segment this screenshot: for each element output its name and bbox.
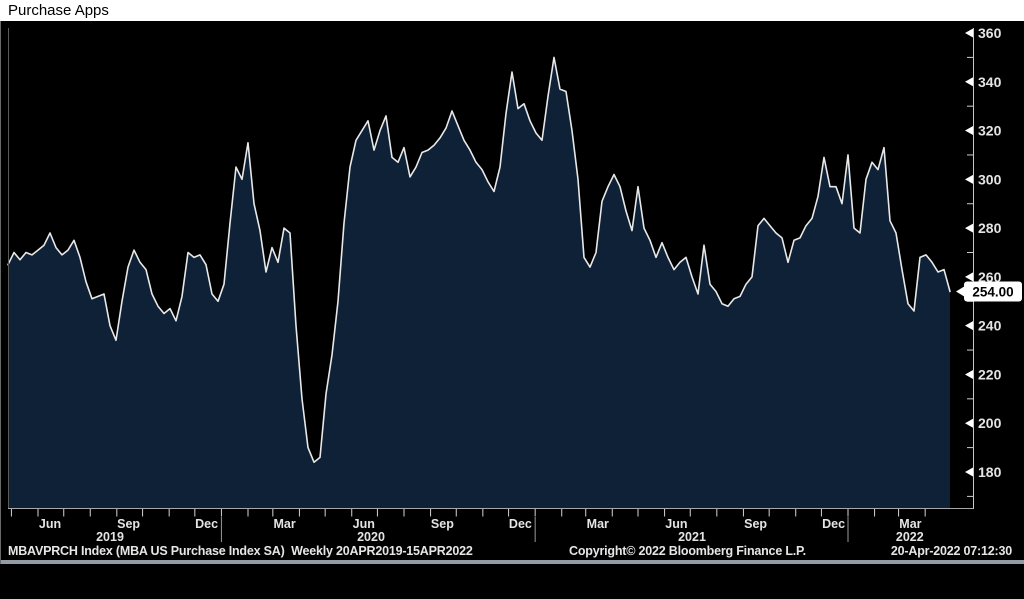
footer-ticker-info: MBAVPRCH Index (MBA US Purchase Index SA… xyxy=(8,544,473,558)
y-axis-label: 200 xyxy=(978,415,1002,431)
y-axis: 180 200 220 240 260 280 300 320 340 360 xyxy=(965,25,1002,497)
y-axis-label: 340 xyxy=(978,74,1002,90)
y-tick-arrow xyxy=(965,28,973,38)
x-axis-month-label: Mar xyxy=(273,517,295,531)
y-axis-label: 320 xyxy=(978,123,1002,139)
x-axis-year-label: 2020 xyxy=(357,530,385,544)
x-axis-month-label: Dec xyxy=(195,517,218,531)
y-tick-arrow xyxy=(965,77,973,87)
last-price-tag-arrow xyxy=(956,286,965,298)
y-tick-arrow xyxy=(965,272,973,282)
price-line xyxy=(7,56,951,463)
y-tick-arrow xyxy=(965,174,973,184)
x-axis-year-label: 2022 xyxy=(896,530,924,544)
x-axis-year-label: 2021 xyxy=(678,530,706,544)
y-tick-arrow xyxy=(965,418,973,428)
x-axis-month-label: Jun xyxy=(39,517,61,531)
window-left-edge xyxy=(0,21,1,564)
last-price-tag: 254.00 xyxy=(956,281,1022,302)
x-axis-month-label: Jun xyxy=(353,517,375,531)
y-tick-arrow xyxy=(965,126,973,136)
title-strip: Purchase Apps xyxy=(0,0,1024,21)
bloomberg-chart-window: { "title": "Purchase Apps", "last_value_… xyxy=(0,0,1024,564)
y-axis-label: 180 xyxy=(978,464,1002,480)
window-bottom-edge xyxy=(0,560,1024,564)
x-axis-month-label: Sep xyxy=(744,517,767,531)
area-fill xyxy=(8,57,950,509)
y-axis-label: 280 xyxy=(978,220,1002,236)
x-axis-month-label: Jun xyxy=(665,517,687,531)
x-axis-month-label: Dec xyxy=(822,517,845,531)
y-tick-arrow xyxy=(965,223,973,233)
x-axis-month-label: Mar xyxy=(587,517,609,531)
x-axis-month-label: Sep xyxy=(431,517,454,531)
x-axis-year-label: 2019 xyxy=(96,530,124,544)
x-axis-month-label: Mar xyxy=(899,517,921,531)
y-axis-label: 260 xyxy=(978,269,1002,285)
y-axis-label: 360 xyxy=(978,25,1002,41)
footer-copyright: Copyright© 2022 Bloomberg Finance L.P. xyxy=(569,544,806,558)
status-bar: MBAVPRCH Index (MBA US Purchase Index SA… xyxy=(0,543,1024,561)
last-price-tag-box xyxy=(964,281,1022,302)
y-tick-arrow xyxy=(965,369,973,379)
x-axis-month-label: Dec xyxy=(509,517,532,531)
y-axis-label: 300 xyxy=(978,171,1002,187)
footer-timestamp: 20-Apr-2022 07:12:30 xyxy=(890,544,1012,558)
y-tick-arrow xyxy=(965,321,973,331)
x-axis: Jun Sep Dec Mar Jun Sep Dec Mar Jun Sep Dec Mar 2019… xyxy=(10,509,926,544)
last-price-tag-value: 254.00 xyxy=(972,284,1013,299)
y-axis-label: 240 xyxy=(978,318,1002,334)
x-axis-month-label: Sep xyxy=(117,517,140,531)
y-axis-label: 220 xyxy=(978,366,1002,382)
page-title: Purchase Apps xyxy=(8,2,109,19)
price-chart[interactable]: 180 200 220 240 260 280 300 320 340 360 Jun Sep Dec M… xyxy=(0,21,1024,564)
y-tick-arrow xyxy=(965,467,973,477)
